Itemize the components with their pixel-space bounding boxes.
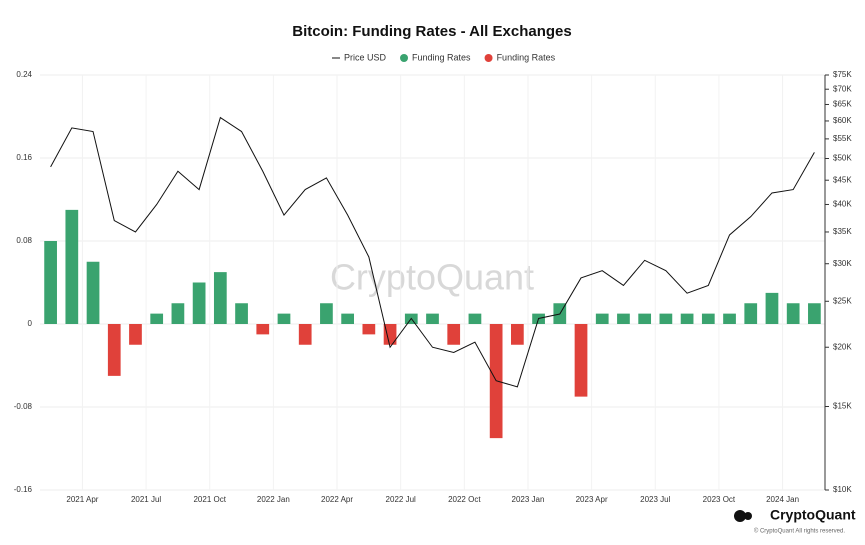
bar xyxy=(574,324,588,397)
x-tick-label: 2022 Jan xyxy=(257,495,290,504)
bar xyxy=(468,313,482,324)
y2-tick-label: $40K xyxy=(833,200,852,209)
y2-tick-label: $75K xyxy=(833,70,852,79)
legend-label: Price USD xyxy=(344,52,387,62)
y2-tick-label: $70K xyxy=(833,84,852,93)
x-tick-label: 2022 Apr xyxy=(321,495,353,504)
bar xyxy=(107,324,121,376)
bar xyxy=(808,303,821,324)
bar xyxy=(680,313,694,324)
bar xyxy=(192,282,206,324)
bar xyxy=(171,303,185,324)
legend-swatch xyxy=(400,54,409,62)
bar xyxy=(277,313,291,324)
legend-label: Funding Rates xyxy=(412,52,471,62)
bar xyxy=(723,313,736,324)
bar xyxy=(86,261,100,324)
bar xyxy=(786,303,800,324)
y2-tick-label: $60K xyxy=(833,116,852,125)
bar xyxy=(65,209,79,324)
bar xyxy=(659,313,673,324)
x-tick-label: 2022 Oct xyxy=(448,495,481,504)
bar xyxy=(617,313,630,324)
bar xyxy=(213,272,227,324)
bar xyxy=(447,324,461,345)
y-tick-label: 0 xyxy=(28,319,33,328)
x-tick-label: 2022 Jul xyxy=(386,495,416,504)
x-tick-label: 2023 Jan xyxy=(512,495,545,504)
y2-tick-label: $10K xyxy=(833,485,852,494)
bar xyxy=(701,313,715,324)
bar xyxy=(320,303,333,324)
y2-tick-label: $35K xyxy=(833,227,852,236)
x-tick-label: 2023 Jul xyxy=(640,495,670,504)
y2-tick-label: $65K xyxy=(833,100,852,109)
legend-label: Funding Rates xyxy=(497,52,556,62)
bar xyxy=(765,292,779,324)
bar xyxy=(298,324,312,345)
x-tick-label: 2023 Oct xyxy=(703,495,736,504)
bar xyxy=(235,303,248,324)
price-line xyxy=(50,116,815,388)
bar xyxy=(744,303,758,324)
bar xyxy=(362,324,376,335)
bar xyxy=(150,313,164,324)
bar xyxy=(129,324,142,345)
brand-icon xyxy=(744,512,752,520)
y2-tick-label: $15K xyxy=(833,402,852,411)
y-tick-label: -0.16 xyxy=(14,485,33,494)
y2-tick-label: $30K xyxy=(833,259,852,268)
bar xyxy=(595,313,609,324)
brand-icon xyxy=(734,510,746,522)
bar xyxy=(44,241,57,324)
bar xyxy=(426,313,439,324)
x-tick-label: 2021 Oct xyxy=(193,495,226,504)
legend-swatch xyxy=(484,54,493,62)
bar xyxy=(383,324,397,345)
chart-title: Bitcoin: Funding Rates - All Exchanges xyxy=(292,23,571,40)
y-tick-label: 0.08 xyxy=(16,236,32,245)
y-tick-label: 0.16 xyxy=(16,153,32,162)
x-tick-label: 2021 Apr xyxy=(66,495,98,504)
x-tick-label: 2021 Jul xyxy=(131,495,161,504)
y-tick-label: -0.08 xyxy=(14,402,33,411)
bar xyxy=(256,324,270,335)
bar xyxy=(341,313,354,324)
x-tick-label: 2023 Apr xyxy=(576,495,608,504)
footer-brand: CryptoQuant xyxy=(770,507,856,523)
footer-copyright: © CryptoQuant All rights reserved. xyxy=(754,528,845,535)
y2-tick-label: $55K xyxy=(833,134,852,143)
y2-tick-label: $45K xyxy=(833,175,852,184)
y2-tick-label: $50K xyxy=(833,154,852,163)
y2-tick-label: $20K xyxy=(833,342,852,351)
bar xyxy=(638,313,652,324)
y-tick-label: 0.24 xyxy=(16,70,32,79)
watermark: CryptoQuant xyxy=(330,257,534,298)
bar xyxy=(511,324,524,345)
y2-tick-label: $25K xyxy=(833,296,852,305)
x-tick-label: 2024 Jan xyxy=(766,495,799,504)
